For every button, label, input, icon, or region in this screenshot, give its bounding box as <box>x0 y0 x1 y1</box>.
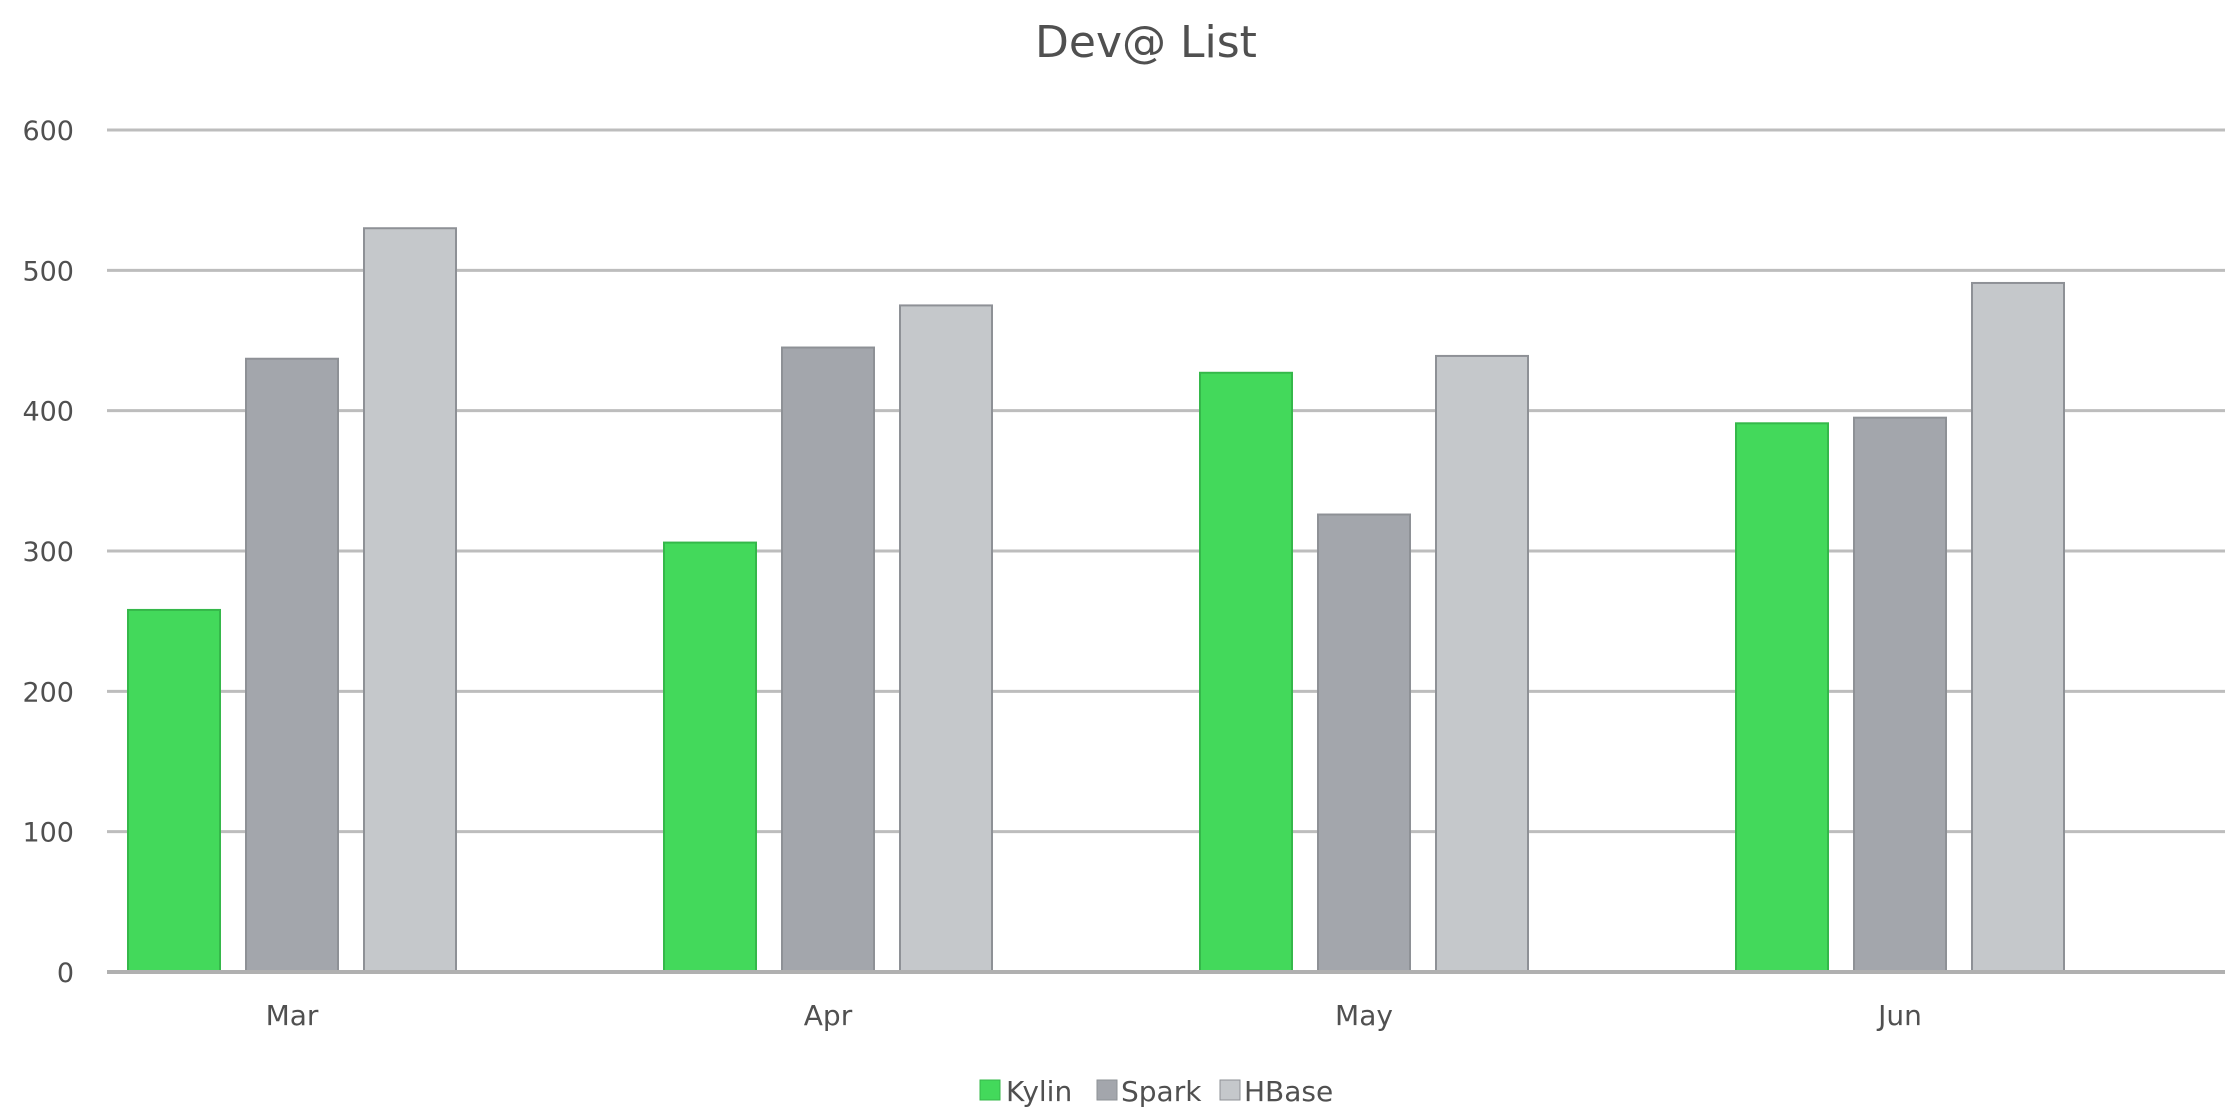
y-tick-label: 200 <box>22 677 74 708</box>
x-axis-tick-labels: Mar Apr May Jun <box>266 999 1922 1032</box>
y-tick-label: 600 <box>22 116 74 147</box>
x-tick-label: Mar <box>266 999 319 1032</box>
y-tick-label: 500 <box>22 256 74 287</box>
legend-label-hbase: HBase <box>1244 1075 1333 1108</box>
y-tick-label: 400 <box>22 397 74 428</box>
bar-kylin-may <box>1199 371 1293 973</box>
legend: Kylin Spark HBase <box>979 1075 1333 1108</box>
y-tick-label: 100 <box>22 818 74 849</box>
bar-kylin-jun <box>1735 422 1829 973</box>
bars <box>127 227 2065 974</box>
bar-spark-may <box>1317 513 1411 973</box>
chart-title: Dev@ List <box>1035 17 1257 68</box>
x-tick-label: Apr <box>804 999 853 1032</box>
bar-spark-jun <box>1853 416 1947 973</box>
y-tick-label: 0 <box>57 958 74 989</box>
bar-kylin-mar <box>127 608 221 973</box>
bar-hbase-jun <box>1971 281 2065 974</box>
y-tick-label: 300 <box>22 537 74 568</box>
y-axis-tick-labels: 0 100 200 300 400 500 600 <box>22 116 74 989</box>
legend-swatch-kylin <box>979 1079 1001 1101</box>
bar-hbase-mar <box>363 227 457 973</box>
bar-spark-mar <box>245 357 339 973</box>
x-tick-label: May <box>1335 999 1393 1032</box>
bar-hbase-may <box>1435 354 1529 974</box>
legend-label-spark: Spark <box>1121 1075 1202 1108</box>
bar-hbase-apr <box>899 304 993 973</box>
x-tick-label: Jun <box>1876 999 1922 1032</box>
bar-spark-apr <box>781 346 875 973</box>
legend-swatch-hbase <box>1219 1079 1241 1101</box>
legend-label-kylin: Kylin <box>1006 1075 1072 1108</box>
legend-swatch-spark <box>1096 1079 1118 1101</box>
bar-kylin-apr <box>663 541 757 974</box>
